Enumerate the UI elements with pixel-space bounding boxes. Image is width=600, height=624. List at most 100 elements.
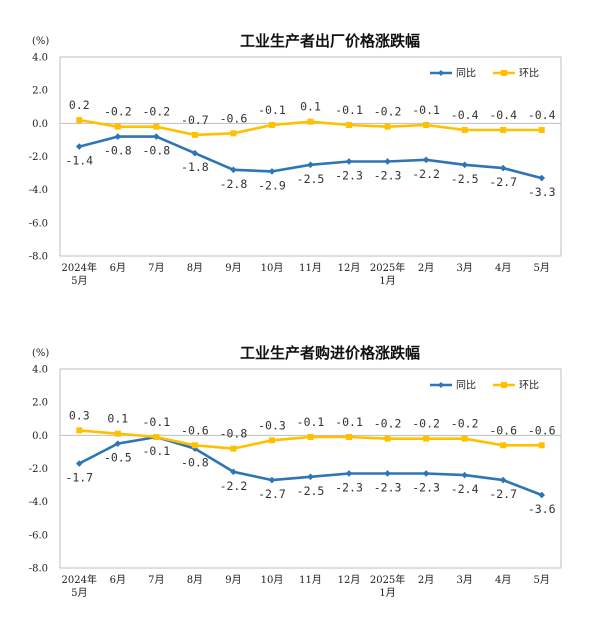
data-label-mom: 0.1 xyxy=(300,100,321,114)
data-label-yoy: -2.3 xyxy=(374,480,402,494)
data-point-mom xyxy=(76,427,83,434)
data-point-mom xyxy=(423,435,430,442)
y-tick-label: 0.0 xyxy=(32,119,48,130)
x-tick-label: 9月 xyxy=(225,262,241,274)
x-tick-label: 7月 xyxy=(148,262,164,274)
data-label-mom: -0.6 xyxy=(220,111,248,125)
x-tick-label: 11月 xyxy=(299,262,322,274)
data-label-mom: -0.3 xyxy=(258,418,286,432)
x-tick-label: 7月 xyxy=(148,574,164,586)
data-point-mom xyxy=(461,126,468,133)
data-label-mom: -0.1 xyxy=(142,415,170,429)
legend-marker-square xyxy=(501,382,507,388)
data-label-yoy: -2.2 xyxy=(220,479,248,493)
data-point-yoy xyxy=(384,470,391,477)
data-label-yoy: -1.7 xyxy=(65,471,93,485)
y-tick-label: 4.0 xyxy=(32,53,48,64)
data-label-mom: -0.2 xyxy=(412,417,440,431)
data-label-mom: 0.1 xyxy=(107,412,128,426)
data-point-yoy xyxy=(499,476,507,484)
data-point-yoy xyxy=(422,156,430,164)
data-point-yoy xyxy=(422,470,430,477)
plot-area xyxy=(59,56,562,257)
data-point-mom xyxy=(538,442,545,449)
data-point-yoy xyxy=(191,445,199,452)
data-point-yoy xyxy=(153,133,160,140)
x-tick-label: 2025年 xyxy=(370,573,405,586)
x-tick-label: 3月 xyxy=(456,574,472,586)
data-label-mom: -0.1 xyxy=(412,103,440,117)
data-point-yoy xyxy=(307,161,314,169)
data-label-yoy: -2.4 xyxy=(451,482,479,496)
data-point-mom xyxy=(307,433,314,440)
legend-label: 环比 xyxy=(519,68,539,80)
x-tick-label: 10月 xyxy=(261,262,284,274)
data-label-yoy: -1.4 xyxy=(65,154,93,168)
data-point-mom xyxy=(191,442,198,449)
data-label-yoy: -2.5 xyxy=(297,484,325,498)
y-tick-label: 4.0 xyxy=(32,365,48,376)
y-tick-label: -4.0 xyxy=(29,185,48,196)
legend-marker-square xyxy=(501,70,507,76)
x-tick-label: 2024年 xyxy=(62,573,97,586)
data-point-mom xyxy=(384,435,391,442)
x-tick-label: 2月 xyxy=(418,262,434,274)
x-tick-label: 2025年 xyxy=(370,261,405,274)
data-label-yoy: -3.6 xyxy=(528,502,556,516)
data-label-mom: -0.4 xyxy=(528,108,556,122)
x-tick-label: 4月 xyxy=(495,574,511,586)
x-tick-label: 5月 xyxy=(534,262,550,274)
data-label-mom: -0.6 xyxy=(489,423,517,437)
data-label-yoy: -2.5 xyxy=(297,172,325,186)
x-tick-label: 4月 xyxy=(495,262,511,274)
data-label-yoy: -2.7 xyxy=(489,487,517,501)
data-point-mom xyxy=(114,430,121,437)
data-label-yoy: -0.8 xyxy=(142,144,170,158)
data-label-yoy: -2.9 xyxy=(258,178,286,192)
y-axis-unit: (%) xyxy=(32,348,49,359)
data-point-yoy xyxy=(499,164,507,172)
y-tick-label: -4.0 xyxy=(29,497,48,508)
data-label-yoy: -2.7 xyxy=(258,487,286,501)
x-tick-label: 2月 xyxy=(418,574,434,586)
data-point-mom xyxy=(346,433,353,440)
data-point-yoy xyxy=(230,166,237,174)
data-point-yoy xyxy=(538,174,546,182)
x-tick-label: 8月 xyxy=(187,262,203,274)
x-tick-label: 12月 xyxy=(338,574,361,586)
data-label-mom: -0.1 xyxy=(335,415,363,429)
data-label-mom: -0.4 xyxy=(451,108,479,122)
x-tick-label: 9月 xyxy=(225,574,241,586)
data-label-yoy: -0.5 xyxy=(104,451,132,465)
chart-ppi-purchase: 工业生产者购进价格涨跌幅 (%) 4.0 2.0 0.0 -2.0 -4.0 -6.0 -8.0… xyxy=(29,344,562,599)
data-point-mom xyxy=(153,123,160,130)
x-tick-label: 8月 xyxy=(187,574,203,586)
plot-area xyxy=(59,368,562,569)
y-tick-label: -8.0 xyxy=(29,252,48,263)
data-point-yoy xyxy=(230,468,237,476)
data-label-mom: -0.8 xyxy=(220,427,248,441)
chart-title: 工业生产者购进价格涨跌幅 xyxy=(240,344,420,362)
data-point-mom xyxy=(307,118,314,125)
y-tick-label: -6.0 xyxy=(29,530,48,541)
data-point-yoy xyxy=(345,158,353,165)
data-label-mom: -0.1 xyxy=(297,415,325,429)
data-label-yoy: -2.8 xyxy=(220,177,248,191)
chart-panel-ppi-purchase: 工业生产者购进价格涨跌幅 (%) 4.0 2.0 0.0 -2.0 -4.0 -6.0 -8.0… xyxy=(0,312,600,624)
legend-label: 同比 xyxy=(456,380,476,392)
data-label-yoy: -2.7 xyxy=(489,175,517,189)
data-label-yoy: -2.3 xyxy=(335,168,363,182)
data-point-mom xyxy=(230,445,237,452)
data-point-mom xyxy=(423,121,430,128)
y-tick-label: -2.0 xyxy=(29,464,48,475)
data-point-mom xyxy=(76,117,83,124)
legend-label: 环比 xyxy=(519,380,539,392)
y-tick-label: -8.0 xyxy=(29,564,48,575)
data-point-mom xyxy=(268,121,275,128)
data-point-yoy xyxy=(461,161,468,169)
x-tick-label: 1月 xyxy=(379,275,395,287)
data-point-yoy xyxy=(191,149,199,157)
data-label-yoy: -0.8 xyxy=(181,456,209,470)
data-label-mom: 0.2 xyxy=(69,98,90,112)
data-point-yoy xyxy=(384,158,391,165)
